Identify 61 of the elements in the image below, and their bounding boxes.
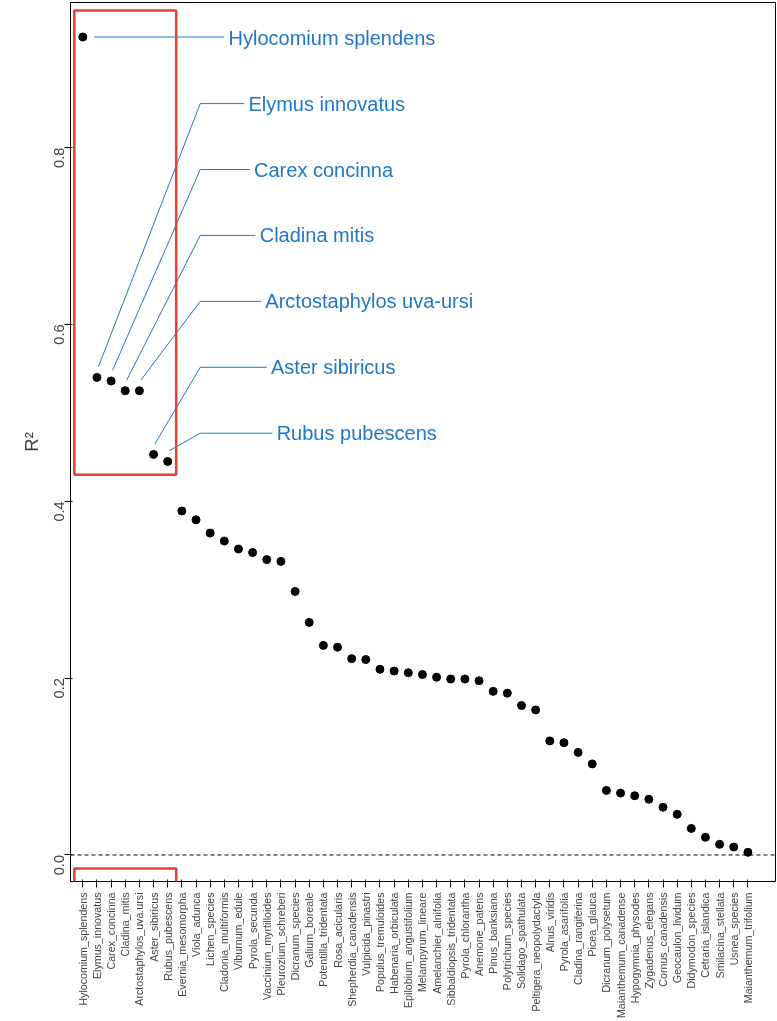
x-tick-label: Dicranum_polysetum <box>600 892 613 993</box>
x-tick-label: Zygadenus_elegans <box>642 892 655 989</box>
x-tick-label: Lichen_species <box>204 892 217 966</box>
y-tick-label: 0.6 <box>51 324 68 345</box>
x-tick-label: Usnea_species <box>727 892 740 966</box>
x-tick-label: Potentilla_tridentata <box>317 892 330 987</box>
x-tick-label: Hypogymnia_physodes <box>628 892 641 1004</box>
x-tick-label: Rubus_pubescens <box>161 892 174 981</box>
x-tick-label: Epilobium_angustifolium <box>402 892 415 1009</box>
x-tick-label: Pyrola_secunda <box>246 892 259 969</box>
x-tick-label: Polytrichum_species <box>501 892 514 991</box>
x-tick-label: Cetraria_islandica <box>699 892 712 978</box>
x-tick-label: Sibbaldiopsis_tridentata <box>444 892 457 1006</box>
x-tick-label: Amelanchier_alnifolia <box>430 892 443 994</box>
x-tick-label: Evernia_mesomorpha <box>175 892 188 997</box>
x-tick-label: Alnus_viridis <box>543 892 556 953</box>
x-tick-label: Pyrola_asarifolia <box>557 892 570 972</box>
annotation: Rubus pubescens <box>276 422 437 445</box>
x-tick-label: Hylocomium_splendens <box>76 892 89 1006</box>
x-tick-label: Picea_glauca <box>586 892 599 957</box>
x-tick-label: Geocaulon_lividum <box>671 892 684 984</box>
x-tick-label: Elymus_innovatus <box>90 892 103 979</box>
x-tick-label: Galium_boreale <box>303 892 316 968</box>
x-tick-label: Cladina_mitis <box>119 892 132 957</box>
x-tick-label: Aster_sibiricus <box>147 892 160 962</box>
x-tick-label: Arctostaphylos_uva.ursi <box>133 892 146 1006</box>
y-tick-label: 0.0 <box>51 854 68 876</box>
x-tick-label: Cornus_canadensis <box>657 892 669 987</box>
y-axis-title: R² <box>20 432 42 452</box>
y-tick-label: 0.4 <box>51 501 68 522</box>
x-tick-label: Viburnum_edule <box>232 892 245 970</box>
x-tick-label: Maianthemum_trifolium <box>741 892 754 1004</box>
x-tick-label: Peltigera_neopolydactyla <box>529 892 542 1012</box>
annotation: Elymus innovatus <box>248 92 406 115</box>
x-tick-label: Maianthemum_canadense <box>614 892 627 1019</box>
x-tick-label: Solidago_spathulata <box>515 892 528 990</box>
x-tick-label: Pinus_banksiana <box>487 892 500 974</box>
x-tick-label: Cladonia_multiformis <box>218 892 231 992</box>
x-tick-label: Vulpicida_pinastri <box>359 892 372 976</box>
x-tick-label: Rosa_acicularis <box>331 892 344 968</box>
x-tick-label: Dicranum_species <box>289 892 302 981</box>
x-tick-label: Smilacina_stellata <box>713 892 726 979</box>
annotation: Hylocomium splendens <box>228 26 436 49</box>
x-tick-label: Vaccinium_myrtilloides <box>260 892 273 1001</box>
x-tick-label: Melampyrum_lineare <box>416 892 429 992</box>
annotation: Arctostaphylos uva-ursi <box>265 290 474 313</box>
x-tick-label: Cladina_rangiferina <box>572 892 585 985</box>
x-tick-label: Pyrola_chlorantha <box>458 892 471 979</box>
x-tick-label: Anemone_patens <box>473 892 486 977</box>
y-tick-label: 0.2 <box>51 678 68 699</box>
x-tick-label: Habenaria_orbiculata <box>388 892 401 994</box>
y-tick-label: 0.8 <box>51 147 68 168</box>
x-tick-label: Viola_adunca <box>190 892 203 957</box>
x-tick-label: Pleurozium_schreberi <box>274 892 287 996</box>
x-tick-label: Carex_concinna <box>105 892 118 970</box>
x-tick-label: Didymodon_species <box>685 892 698 989</box>
annotation: Cladina mitis <box>259 224 375 247</box>
x-tick-label: Populus_tremuloides <box>373 892 386 993</box>
annotation: Aster sibiricus <box>271 356 396 379</box>
annotation: Carex concinna <box>254 158 394 181</box>
x-tick-label: Shepherdia_canadensis <box>345 892 358 1007</box>
